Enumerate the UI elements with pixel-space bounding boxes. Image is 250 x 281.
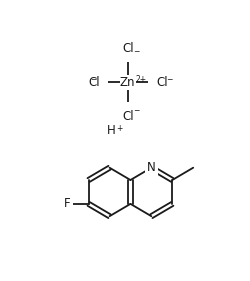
Text: −: − xyxy=(166,75,172,84)
Text: +: + xyxy=(116,124,123,133)
Text: −: − xyxy=(90,75,96,84)
Text: 2+: 2+ xyxy=(135,75,146,84)
Text: N: N xyxy=(147,161,156,174)
Text: Cl: Cl xyxy=(156,76,168,89)
Text: Cl: Cl xyxy=(88,76,100,89)
Text: F: F xyxy=(64,197,71,210)
Text: −: − xyxy=(134,106,140,115)
Text: H: H xyxy=(107,124,116,137)
Text: Cl: Cl xyxy=(122,42,134,55)
Text: −: − xyxy=(134,47,140,56)
Text: Zn: Zn xyxy=(120,76,135,89)
Text: Cl: Cl xyxy=(122,110,134,123)
